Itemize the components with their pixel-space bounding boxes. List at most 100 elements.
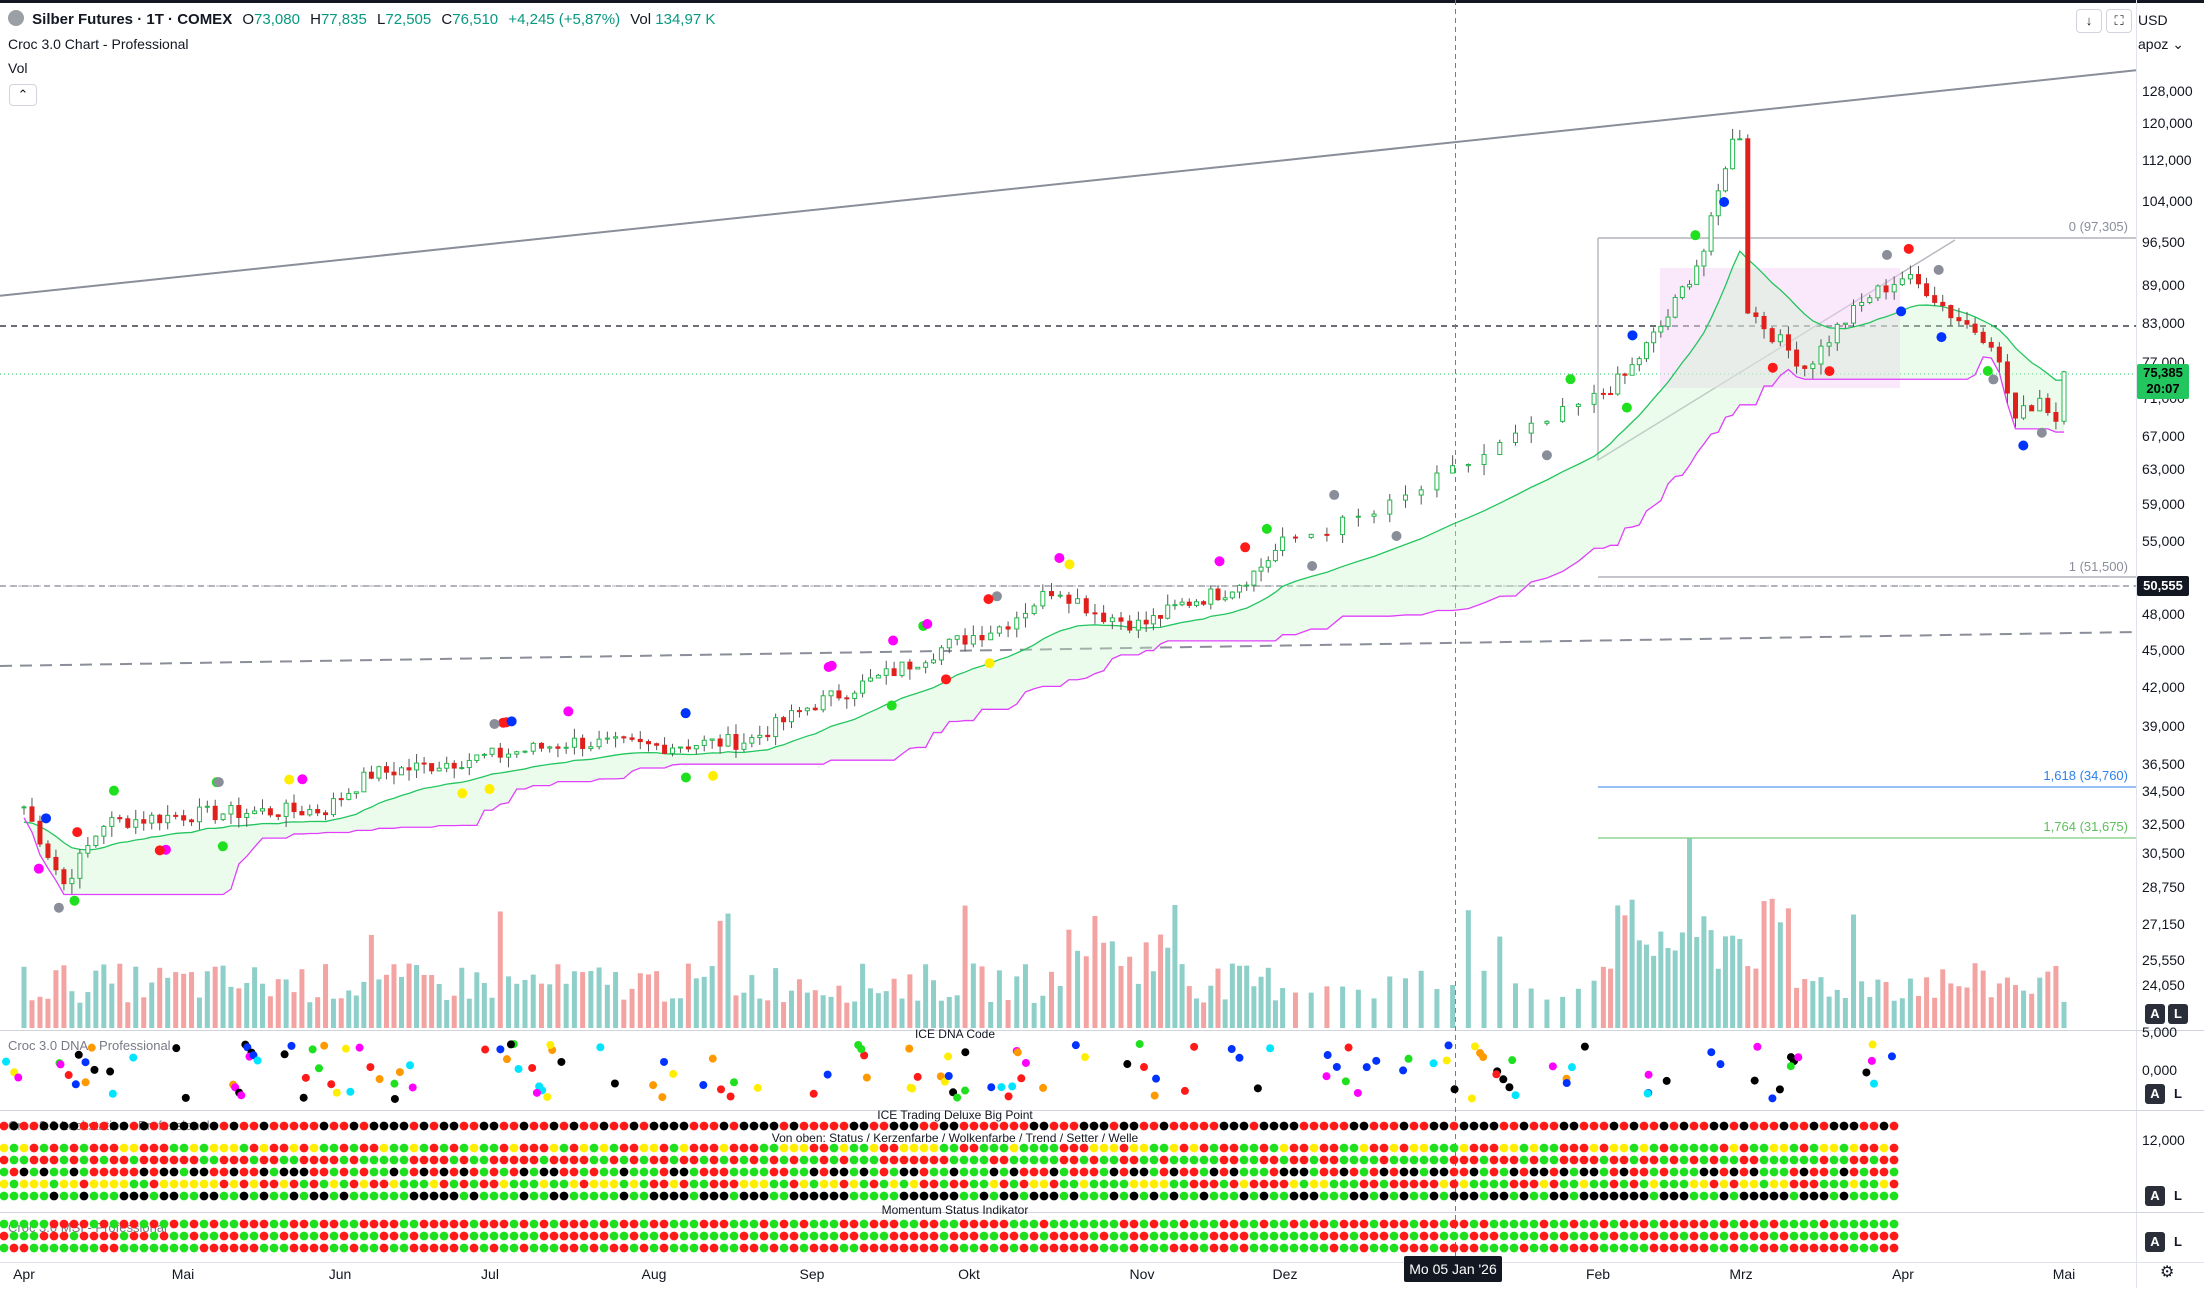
lockstation-log-scale-button[interactable]: L <box>2174 1188 2182 1203</box>
dna-dot[interactable] <box>1442 1056 1451 1065</box>
dna-dot[interactable] <box>506 1040 515 1049</box>
candle[interactable] <box>852 692 858 700</box>
volume-bar[interactable] <box>212 966 218 1028</box>
volume-bar[interactable] <box>1135 983 1141 1028</box>
candle[interactable] <box>117 817 123 820</box>
volume-bar[interactable] <box>646 974 652 1028</box>
candle[interactable] <box>796 710 802 713</box>
candle[interactable] <box>29 806 35 822</box>
volume-bar[interactable] <box>307 1002 313 1028</box>
candle[interactable] <box>725 734 731 747</box>
volume-bar[interactable] <box>506 976 512 1028</box>
volume-bar[interactable] <box>361 981 367 1028</box>
signal-marker[interactable] <box>1064 559 1075 570</box>
dna-dot[interactable] <box>481 1045 490 1054</box>
candle[interactable] <box>1272 549 1278 562</box>
signal-marker[interactable] <box>1214 556 1225 567</box>
signal-marker[interactable] <box>888 635 899 646</box>
signal-marker[interactable] <box>1881 249 1892 260</box>
candle[interactable] <box>828 690 834 697</box>
candle[interactable] <box>165 814 171 824</box>
volume-bar[interactable] <box>1208 985 1214 1028</box>
volume-bar[interactable] <box>1785 908 1791 1028</box>
dna-dot[interactable] <box>320 1041 329 1050</box>
candle[interactable] <box>1761 315 1767 330</box>
candle[interactable] <box>421 762 427 765</box>
volume-bar[interactable] <box>629 988 635 1028</box>
volume-bar[interactable] <box>604 984 610 1028</box>
volume-bar[interactable] <box>2037 977 2043 1028</box>
volume-bar[interactable] <box>444 999 450 1028</box>
dna-dot[interactable] <box>1139 1063 1148 1072</box>
candle[interactable] <box>1851 305 1857 324</box>
candle[interactable] <box>1109 617 1115 623</box>
volume-bar[interactable] <box>189 972 195 1028</box>
candle[interactable] <box>1150 615 1156 625</box>
volume-bar[interactable] <box>299 969 305 1028</box>
volume-bar[interactable] <box>1049 971 1055 1028</box>
signal-marker[interactable] <box>1988 374 1999 385</box>
dna-dot[interactable] <box>108 1089 117 1098</box>
volume-bar[interactable] <box>875 993 881 1028</box>
dna-dot[interactable] <box>906 1083 915 1092</box>
volume-bar[interactable] <box>1834 989 1840 1028</box>
volume-bar[interactable] <box>1722 936 1728 1028</box>
dna-dot[interactable] <box>1372 1056 1381 1065</box>
candle[interactable] <box>637 738 643 743</box>
volume-bar[interactable] <box>85 992 91 1028</box>
candle[interactable] <box>701 739 707 746</box>
volume-bar[interactable] <box>1964 987 1970 1028</box>
candle[interactable] <box>1940 301 1946 307</box>
dna-dot[interactable] <box>1235 1053 1244 1062</box>
candle[interactable] <box>1859 301 1865 307</box>
dna-dot[interactable] <box>1322 1072 1331 1081</box>
candle[interactable] <box>938 647 944 661</box>
candle[interactable] <box>101 825 107 837</box>
dna-dot[interactable] <box>997 1083 1006 1092</box>
volume-bar[interactable] <box>1272 1000 1278 1028</box>
volume-bar[interactable] <box>252 967 258 1028</box>
signal-marker[interactable] <box>1621 402 1632 413</box>
dna-dot[interactable] <box>823 1070 832 1079</box>
dna-dot[interactable] <box>390 1094 399 1103</box>
candle[interactable] <box>338 798 344 801</box>
candle[interactable] <box>1622 373 1628 376</box>
candle[interactable] <box>391 771 397 776</box>
volume-bar[interactable] <box>165 977 171 1028</box>
signal-marker[interactable] <box>1936 332 1947 343</box>
msi-grid[interactable] <box>0 1219 1899 1253</box>
dna-dot[interactable] <box>1332 1062 1341 1071</box>
volume-bar[interactable] <box>1465 910 1471 1028</box>
candle[interactable] <box>109 817 115 827</box>
dna-dot[interactable] <box>14 1073 23 1082</box>
volume-bar[interactable] <box>954 995 960 1028</box>
volume-bar[interactable] <box>1988 997 1994 1028</box>
dna-dot[interactable] <box>1511 1091 1520 1100</box>
candle[interactable] <box>1355 515 1361 518</box>
signal-marker[interactable] <box>826 660 837 671</box>
candle[interactable] <box>1005 626 1011 630</box>
volume-bar[interactable] <box>522 979 528 1028</box>
volume-bar[interactable] <box>1730 935 1736 1028</box>
signal-marker[interactable] <box>1307 560 1318 571</box>
volume-bar[interactable] <box>828 996 834 1028</box>
candle[interactable] <box>1875 285 1881 299</box>
lockstation-auto-scale-button[interactable]: A <box>2145 1186 2165 1206</box>
signal-marker[interactable] <box>1565 374 1576 385</box>
candle[interactable] <box>1544 420 1550 424</box>
dna-dot[interactable] <box>1562 1079 1571 1088</box>
volume-bar[interactable] <box>1158 934 1164 1028</box>
candle[interactable] <box>1842 322 1848 325</box>
candle[interactable] <box>1826 342 1832 347</box>
candle[interactable] <box>1135 619 1141 631</box>
dna-dot[interactable] <box>87 1043 96 1052</box>
volume-bar[interactable] <box>563 983 569 1028</box>
candle[interactable] <box>61 869 67 885</box>
volume-bar[interactable] <box>346 990 352 1028</box>
candle[interactable] <box>1186 601 1192 606</box>
volume-bar[interactable] <box>588 971 594 1028</box>
scale-mode-selector[interactable]: apoz ⌄ <box>2138 36 2184 53</box>
candle[interactable] <box>1672 297 1678 318</box>
volume-bar[interactable] <box>399 977 405 1028</box>
volume-bar[interactable] <box>368 934 374 1028</box>
